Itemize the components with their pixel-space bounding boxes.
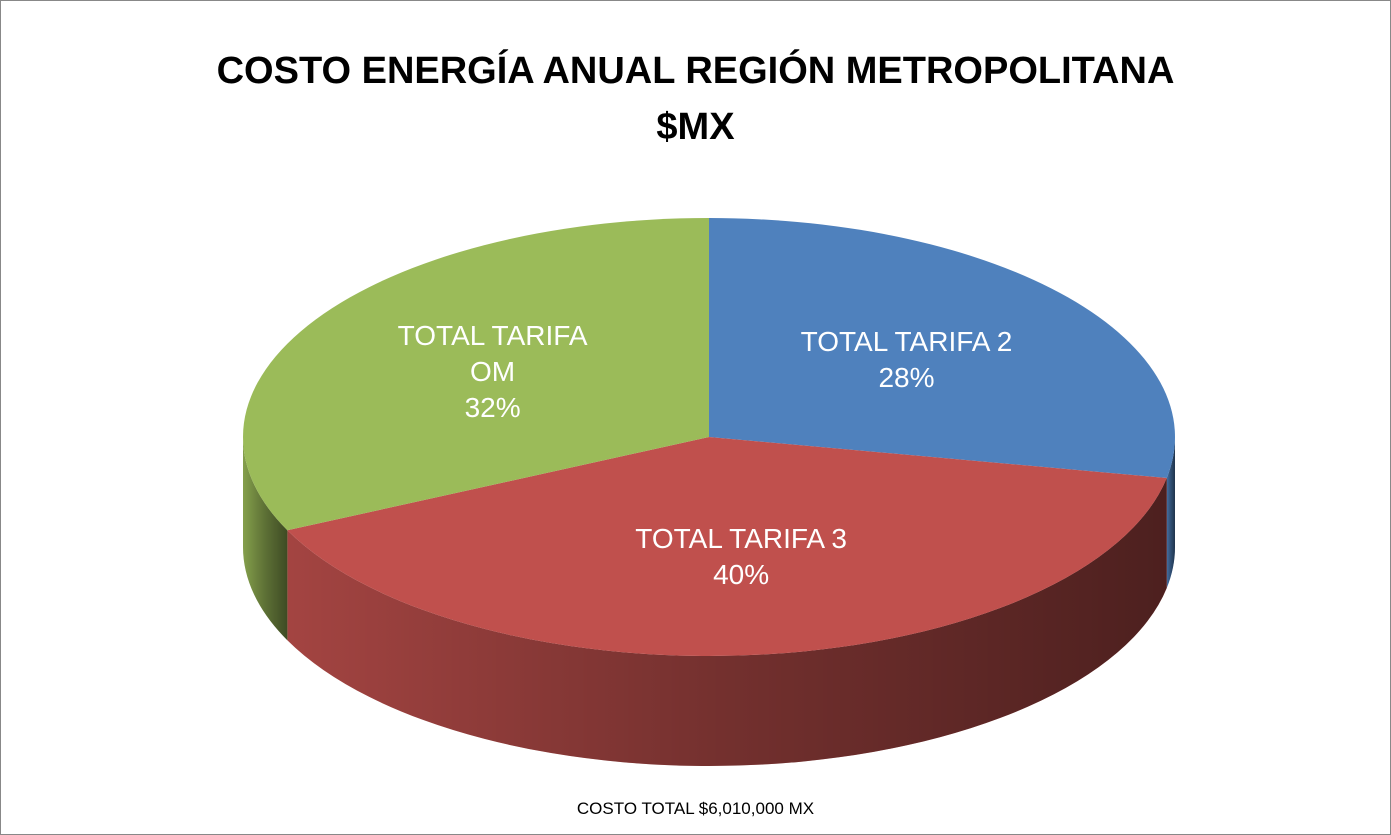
slice: [287, 437, 1167, 656]
slice: [243, 218, 710, 531]
data-label: TOTAL TARIFA 2 28%: [788, 324, 1024, 396]
label-category: TOTAL TARIFA OM: [397, 320, 588, 388]
data-label: TOTAL TARIFA 3 40%: [623, 521, 859, 593]
annotation: COSTO TOTAL $6,010,000 MX: [576, 799, 815, 818]
chart-title: COSTO ENERGÍA ANUAL REGIÓN METROPOLITANA…: [216, 50, 1175, 148]
label-value: 40%: [713, 558, 770, 590]
side-shade: [287, 478, 1167, 766]
data-label: TOTAL TARIFA OM 32%: [375, 318, 611, 426]
label-category: TOTAL TARIFA 3: [635, 522, 847, 554]
slice: [709, 218, 1175, 479]
side-shade: [1166, 437, 1175, 589]
side-shade: [243, 437, 288, 641]
label-value: 32%: [464, 392, 521, 424]
label-value: 28%: [878, 362, 935, 394]
label-category: TOTAL TARIFA 2: [800, 326, 1013, 358]
